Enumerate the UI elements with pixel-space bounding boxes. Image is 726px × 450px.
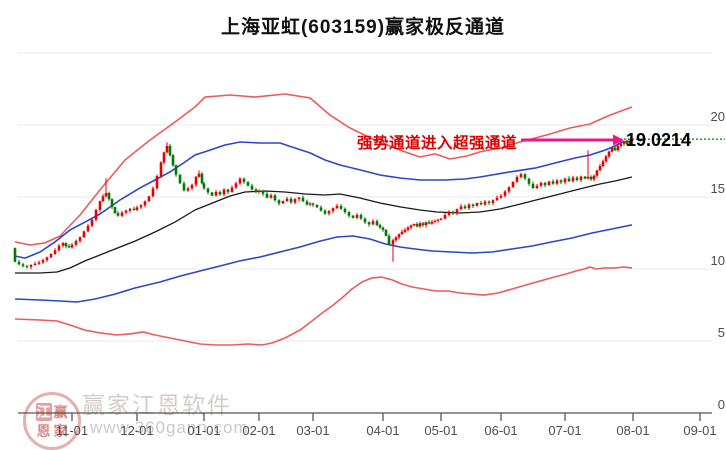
svg-text:5: 5 — [718, 325, 725, 340]
channel-outer_lower — [14, 266, 633, 346]
channel-lines — [14, 93, 633, 346]
svg-text:05-01: 05-01 — [424, 423, 457, 438]
channel-inner_lower — [14, 224, 633, 303]
svg-text:03-01: 03-01 — [296, 423, 329, 438]
seal-char: 赢 — [53, 403, 68, 420]
svg-text:10: 10 — [711, 253, 725, 268]
annotation-arrow — [521, 134, 624, 146]
x-axis: 11-01 12-01 01-01 02-01 03-01 04-01 05-01 06-01… — [18, 412, 717, 438]
latest-price-label: 19.0214 — [626, 130, 692, 150]
svg-text:11-01: 11-01 — [56, 423, 88, 438]
svg-text:06-01: 06-01 — [484, 423, 517, 438]
svg-text:12-01: 12-01 — [120, 423, 153, 438]
candlesticks — [13, 137, 634, 270]
seal-char: 恩 — [36, 422, 51, 439]
channel-middle — [15, 176, 633, 274]
watermark-brand-text: 赢家江恩软件 — [82, 392, 232, 418]
svg-text:0: 0 — [718, 397, 725, 412]
svg-text:08-01: 08-01 — [616, 423, 649, 438]
seal-char: 家 — [53, 422, 68, 439]
watermark-seal-logo: 江 赢 恩 家 — [23, 392, 81, 450]
seal-char: 江 — [35, 402, 52, 421]
grid-and-y-labels: 20 15 10 5 0 — [18, 52, 725, 412]
watermark-url-text: www.360gann.com — [90, 418, 249, 437]
channel-signal-annotation: 强势通道进入超强通道 — [357, 135, 518, 152]
svg-text:09-01: 09-01 — [683, 423, 716, 438]
svg-text:20: 20 — [711, 109, 725, 124]
watermark-seal-characters: 江 赢 恩 家 — [35, 402, 69, 440]
svg-text:04-01: 04-01 — [366, 423, 399, 438]
svg-text:15: 15 — [711, 181, 725, 196]
svg-text:02-01: 02-01 — [242, 423, 275, 438]
channel-inner_upper — [14, 140, 633, 259]
svg-text:01-01: 01-01 — [187, 423, 220, 438]
chart-title: 上海亚虹(603159)赢家极反通道 — [220, 17, 506, 38]
svg-text:07-01: 07-01 — [548, 423, 581, 438]
channel-outer_upper — [14, 93, 633, 246]
